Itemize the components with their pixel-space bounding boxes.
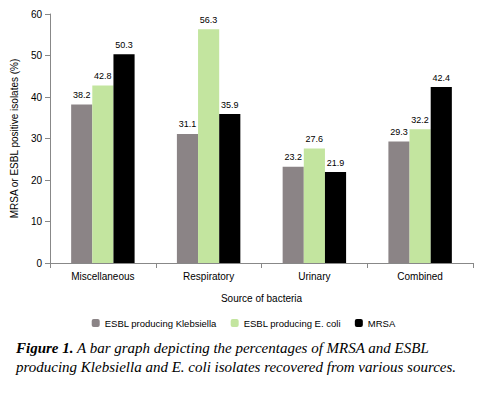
svg-text:0: 0: [36, 258, 42, 269]
svg-text:27.6: 27.6: [306, 134, 324, 144]
svg-text:Urinary: Urinary: [298, 271, 330, 282]
svg-text:ESBL producing E. coli: ESBL producing E. coli: [244, 318, 341, 329]
svg-text:42.4: 42.4: [433, 73, 451, 83]
svg-text:50: 50: [31, 50, 43, 61]
svg-text:21.9: 21.9: [327, 158, 345, 168]
svg-text:ESBL producing Klebsiella: ESBL producing Klebsiella: [105, 318, 217, 329]
svg-text:Source of bacteria: Source of bacteria: [221, 293, 303, 304]
svg-text:MRSA: MRSA: [368, 318, 396, 329]
svg-text:35.9: 35.9: [221, 100, 239, 110]
svg-text:31.1: 31.1: [179, 119, 197, 129]
svg-text:29.3: 29.3: [390, 127, 408, 137]
svg-text:50.3: 50.3: [115, 40, 133, 50]
svg-text:10: 10: [31, 216, 43, 227]
svg-text:Combined: Combined: [397, 271, 443, 282]
svg-text:Miscellaneous: Miscellaneous: [71, 271, 134, 282]
svg-text:42.8: 42.8: [94, 71, 112, 81]
svg-text:40: 40: [31, 92, 43, 103]
svg-text:56.3: 56.3: [200, 15, 218, 25]
html-text:Figure 1. A bar graph depictin: Figure 1. A bar graph depicting the perc…: [16, 340, 457, 375]
svg-text:23.2: 23.2: [284, 152, 302, 162]
svg-text:20: 20: [31, 175, 43, 186]
svg-text:32.2: 32.2: [411, 115, 429, 125]
svg-text:30: 30: [31, 133, 43, 144]
svg-text:60: 60: [31, 9, 43, 20]
svg-text:MRSA or ESBL positive isolates: MRSA or ESBL positive isolates (%): [9, 59, 20, 219]
svg-text:38.2: 38.2: [73, 90, 91, 100]
svg-text:Respiratory: Respiratory: [183, 271, 234, 282]
